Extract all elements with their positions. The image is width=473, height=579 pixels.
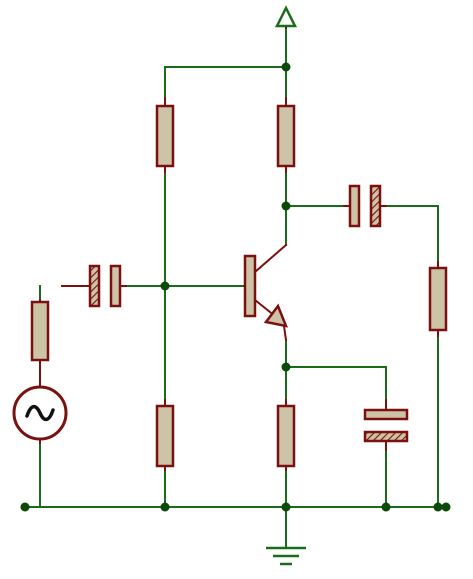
sine-wave-icon — [25, 404, 55, 422]
junction-node — [160, 502, 170, 512]
junction-nodes — [20, 62, 451, 512]
collector-resistor — [276, 97, 296, 173]
supply-arrow-icon — [274, 5, 298, 29]
output-capacitor — [343, 184, 387, 228]
input-capacitor — [61, 264, 127, 308]
ground-icon — [266, 544, 306, 566]
bias-resistor-top — [155, 97, 175, 173]
emitter-bypass-capacitor — [363, 399, 409, 451]
npn-transistor — [243, 243, 289, 342]
junction-node — [20, 502, 30, 512]
load-resistor — [428, 261, 448, 337]
junction-node — [281, 502, 291, 512]
emitter-resistor — [276, 399, 296, 471]
junction-node — [281, 201, 291, 211]
junction-node — [281, 62, 291, 72]
junction-node — [281, 362, 291, 372]
junction-node — [160, 281, 170, 291]
ac-source — [12, 299, 68, 444]
junction-node — [381, 502, 391, 512]
junction-node — [433, 502, 443, 512]
junction-node — [441, 502, 451, 512]
bias-resistor-bottom — [155, 399, 175, 471]
emitter-arrow-icon — [263, 303, 289, 328]
